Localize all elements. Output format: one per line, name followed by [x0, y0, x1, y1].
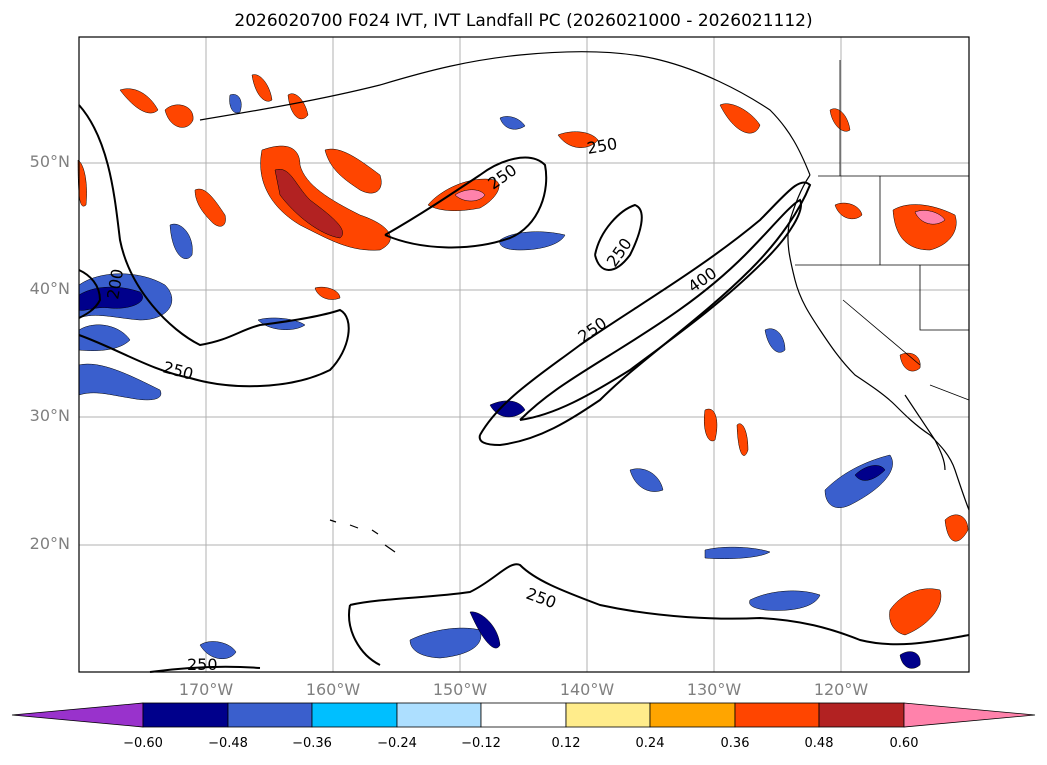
positive-patch [324, 148, 382, 194]
colorbar-bin [649, 702, 736, 728]
colorbar-tick-label: 0.36 [720, 736, 750, 751]
lon-label: 170°W [178, 680, 234, 699]
map-title: 2026020700 F024 IVT, IVT Landfall PC (20… [234, 11, 813, 31]
colorbar-bin [311, 702, 398, 728]
colorbar-tick-label: −0.12 [461, 736, 501, 751]
colorbar-bin [396, 702, 482, 728]
contour-400-plume [519, 198, 802, 421]
negative-patch [469, 611, 501, 649]
negative-patch [764, 328, 786, 353]
positive-patch [251, 74, 273, 102]
map-panel [77, 36, 970, 673]
baja-coast [904, 394, 946, 471]
negative-patch [499, 231, 566, 251]
negative-patch [199, 641, 237, 659]
negative-patch [409, 627, 482, 659]
contour-250-south [349, 563, 970, 646]
colorbar-bin [734, 702, 820, 728]
negative-patch [899, 651, 921, 669]
positive-patch [834, 202, 863, 220]
colorbar-extend-max [903, 702, 1036, 728]
state-border [919, 265, 969, 331]
positive-patch [736, 423, 749, 456]
alaska-coast [199, 51, 811, 176]
ivt-contours [78, 104, 970, 673]
lat-label: 30°N [29, 406, 70, 425]
positive-patch [164, 104, 194, 128]
colorbar-tick-label: −0.60 [123, 736, 163, 751]
negative-patch [704, 546, 771, 559]
negative-patch [229, 94, 242, 114]
north-america-coast [787, 174, 970, 511]
positive-patch [899, 352, 921, 372]
positive-patch [944, 514, 969, 542]
negative-patch [489, 400, 526, 418]
colorbar-bin [565, 702, 651, 728]
lon-label: 150°W [432, 680, 488, 699]
contour-250-south-inner [348, 604, 381, 666]
contour-250-southwest [149, 665, 261, 673]
colorbar-tick-label: −0.48 [208, 736, 248, 751]
state-borders [795, 60, 970, 401]
colorbar-tick-label: −0.36 [292, 736, 332, 751]
colorbar-tick-label: 0.12 [551, 736, 581, 751]
positive-patch [719, 103, 761, 134]
positive-patch [704, 408, 718, 442]
hawaii-islands [329, 519, 396, 553]
lat-label: 50°N [29, 152, 70, 171]
negative-patch [169, 223, 193, 259]
negative-patch [749, 590, 821, 611]
positive-patch [914, 210, 946, 225]
negative-patch [854, 465, 886, 481]
colorbar-tick-label: 0.48 [804, 736, 834, 751]
negative-patch [78, 286, 143, 311]
lon-label: 130°W [686, 680, 742, 699]
state-border [929, 384, 970, 401]
positive-patch [314, 286, 341, 300]
negative-patch [78, 324, 131, 351]
contour-250-central [594, 203, 643, 271]
coastlines [199, 51, 970, 553]
colorbar-bin [480, 702, 567, 728]
contour-label: 250 [187, 655, 218, 674]
colorbar-bin [227, 702, 313, 728]
negative-patch [499, 116, 526, 130]
lon-label: 140°W [559, 680, 615, 699]
positive-patch [274, 168, 343, 239]
colorbar-tick-label: −0.24 [377, 736, 417, 751]
map-frame [78, 36, 970, 673]
colorbar-tick-label: 0.24 [635, 736, 665, 751]
colorbar-tick-label: 0.60 [889, 736, 919, 751]
positive-patch [194, 188, 226, 227]
positive-patch [287, 93, 309, 120]
colorbar [11, 702, 1036, 728]
contour-250-plume [478, 181, 812, 447]
contour-250-west [78, 104, 350, 388]
state-border [842, 299, 921, 366]
positive-patch [889, 588, 942, 636]
lat-label: 20°N [29, 534, 70, 553]
lon-label: 160°W [305, 680, 361, 699]
positive-patch [119, 88, 159, 114]
negative-pc-fills [78, 94, 921, 669]
contour-200-west [78, 269, 102, 319]
lon-label: 120°W [813, 680, 869, 699]
colorbar-bin [818, 702, 905, 728]
map-background [79, 37, 969, 672]
contour-250-north [384, 156, 548, 249]
lat-label: 40°N [29, 279, 70, 298]
negative-patch [78, 363, 162, 401]
positive-pc-fills [77, 74, 969, 636]
colorbar-extend-min [11, 702, 144, 728]
colorbar-bin [142, 702, 229, 728]
negative-patch [629, 468, 664, 492]
positive-patch [454, 189, 486, 202]
positive-patch [557, 131, 599, 148]
